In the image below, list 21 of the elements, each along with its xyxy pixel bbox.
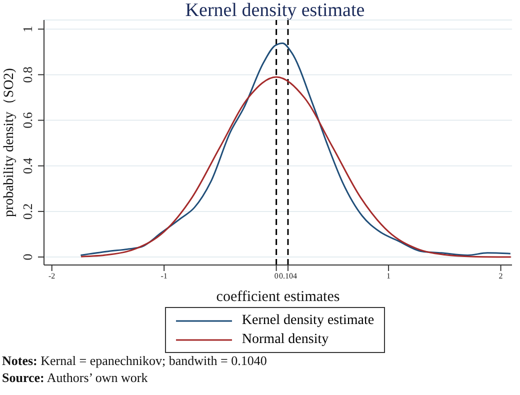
y-tick-label: 1 xyxy=(20,26,35,32)
legend-label: Kernel density estimate xyxy=(242,312,374,330)
x-tick-label: 0.104 xyxy=(278,272,297,281)
line-series xyxy=(80,76,512,258)
x-tick-label: 2 xyxy=(498,272,503,281)
legend-label: Normal density xyxy=(242,331,329,349)
y-tick-label: 0 xyxy=(20,254,35,260)
y-tick-label: 0.6 xyxy=(20,112,35,128)
x-tick-label: -2 xyxy=(48,272,56,281)
x-tick-label: 0 xyxy=(274,272,278,281)
x-tick-label: -1 xyxy=(160,272,168,281)
text: Notes: Kernal = epanechnikov; bandwith = 0.1040 xyxy=(2,352,267,369)
y-axis-title: probability density（SO2) xyxy=(2,68,17,217)
y-tick-label: 0.8 xyxy=(20,66,35,83)
source-note: Source: Authors’ own work xyxy=(2,369,149,386)
line-series xyxy=(80,42,512,256)
chart-title: Kernel density estimate xyxy=(184,0,366,22)
x-tick-label: 1 xyxy=(386,272,391,281)
y-tick-label: 0.4 xyxy=(20,157,35,174)
y-tick-label: 0.2 xyxy=(20,203,35,220)
x-axis-title: coefficient estimates xyxy=(216,289,340,305)
